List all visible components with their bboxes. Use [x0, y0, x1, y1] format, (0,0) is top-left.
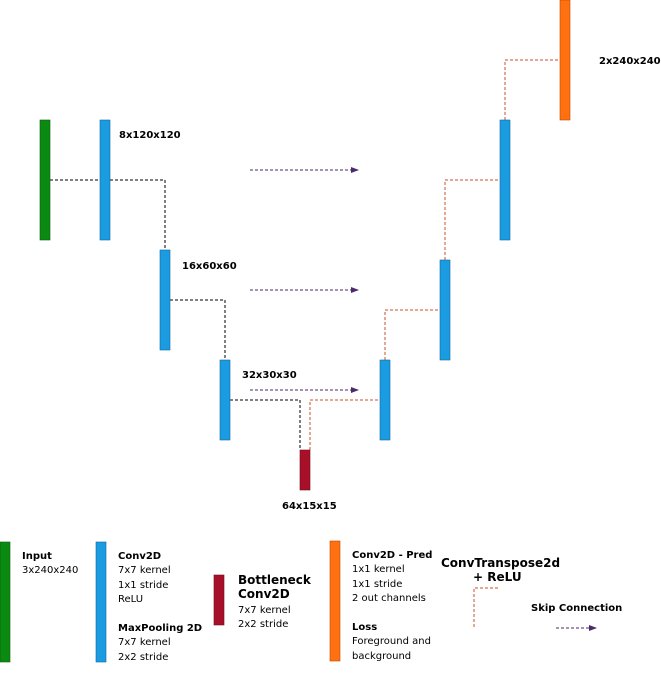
legend-loss-line1: Foreground and: [352, 636, 431, 647]
decoder-connections: [309, 59, 560, 450]
legend-pred-swatch: [329, 540, 341, 662]
conv-block-enc-3: [219, 359, 231, 441]
legend-pred-line1: 1x1 kernel: [352, 564, 405, 575]
legend-conv-title: Conv2D: [118, 551, 161, 562]
up-connector-2: [384, 309, 440, 360]
legend-bottleneck-line1: 7x7 kernel: [238, 605, 291, 616]
dim-label-5: 2x240x240: [599, 56, 661, 67]
skip-connections: [250, 167, 359, 393]
up-connector-3: [444, 179, 500, 260]
legend-pool-title: MaxPooling 2D: [118, 623, 202, 634]
down-connector-2: [170, 299, 226, 360]
legend-bottleneck-title-2: Conv2D: [238, 587, 290, 601]
legend-pool-line1: 7x7 kernel: [118, 637, 171, 648]
legend-skip-title: Skip Connection: [531, 603, 622, 614]
legend-bottleneck-title-1: Bottleneck: [238, 573, 312, 587]
bottleneck-block: [299, 449, 311, 491]
legend-pred-line3: 2 out channels: [352, 593, 426, 604]
dim-label-3: 32x30x30: [242, 370, 297, 381]
conv-block-enc-1: [99, 119, 111, 241]
legend-conv-line1: 7x7 kernel: [118, 565, 171, 576]
down-connector-1: [50, 179, 166, 250]
legend-transpose-line: [473, 587, 498, 627]
legend-pool-line2: 2x2 stride: [118, 652, 168, 663]
legend-bottleneck-swatch: [213, 574, 225, 626]
legend-pred-title: Conv2D - Pred: [352, 550, 432, 561]
legend-transpose-title-2: + ReLU: [473, 570, 522, 584]
legend-loss-line2: background: [352, 651, 411, 662]
conv-block-dec-2: [439, 259, 451, 361]
legend-pred-line2: 1x1 stride: [352, 579, 402, 590]
legend-conv-line3: ReLU: [118, 594, 143, 605]
legend-loss-title: Loss: [352, 622, 377, 633]
down-connector-3: [230, 399, 301, 450]
legend-conv-line2: 1x1 stride: [118, 580, 168, 591]
legend-input-title: Input: [22, 551, 52, 562]
pred-block: [559, 0, 571, 121]
legend-bottleneck-line2: 2x2 stride: [238, 619, 288, 630]
up-connector-1: [309, 399, 380, 450]
conv-block-dec-3: [499, 119, 511, 241]
up-connector-4: [504, 59, 560, 120]
input-block: [39, 119, 51, 241]
dim-label-2: 16x60x60: [182, 261, 237, 272]
dim-label-1: 8x120x120: [119, 130, 181, 141]
encoder-connections: [50, 179, 301, 450]
legend: Input 3x240x240 Conv2D 7x7 kernel 1x1 st…: [0, 540, 622, 663]
conv-block-enc-2: [159, 249, 171, 351]
dim-label-4: 64x15x15: [282, 501, 337, 512]
conv-block-dec-1: [379, 359, 391, 441]
legend-conv-swatch: [95, 541, 107, 663]
legend-transpose-title-1: ConvTranspose2d: [441, 556, 560, 570]
legend-input-sub: 3x240x240: [22, 565, 78, 576]
legend-input-swatch: [0, 541, 11, 663]
